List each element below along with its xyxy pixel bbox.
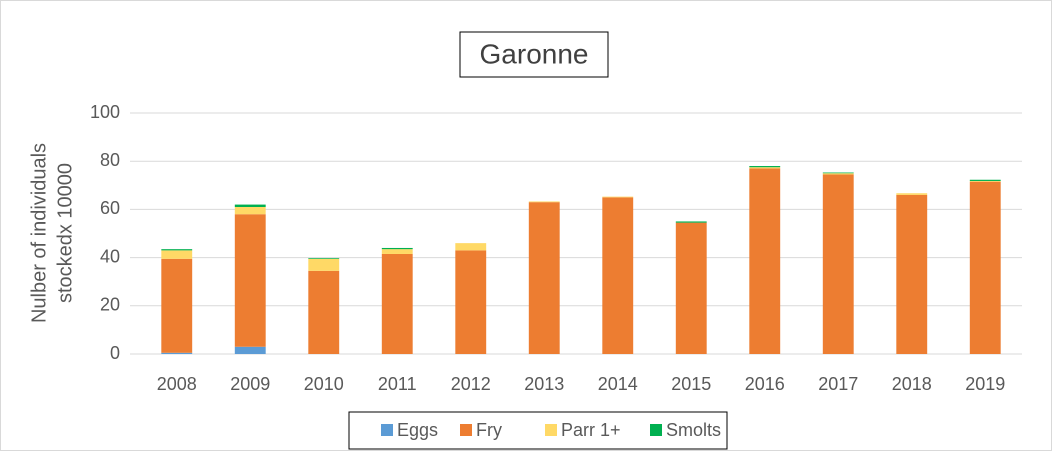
bar-segment — [749, 166, 781, 168]
bar-segment — [161, 258, 193, 353]
bar-segment — [161, 249, 193, 251]
bar-segment — [308, 270, 340, 354]
bar-segment — [749, 167, 781, 169]
bar-segment — [528, 201, 560, 203]
bar-segment — [896, 194, 928, 354]
bar-segment — [234, 214, 266, 347]
legend-label: Fry — [476, 420, 502, 440]
bar-segment — [234, 204, 266, 207]
bar-segment — [234, 346, 266, 354]
x-tick-label: 2016 — [745, 374, 785, 394]
y-tick-label: 80 — [100, 150, 120, 170]
legend-box — [348, 411, 728, 450]
x-tick-label: 2010 — [304, 374, 344, 394]
x-tick-label: 2012 — [451, 374, 491, 394]
bar-segment — [675, 221, 707, 223]
x-tick-label: 2019 — [965, 374, 1005, 394]
x-tick-label: 2009 — [230, 374, 270, 394]
legend-label: Smolts — [666, 420, 721, 440]
y-tick-label: 0 — [110, 343, 120, 363]
bar-segment — [381, 253, 413, 354]
x-tick-label: 2013 — [524, 374, 564, 394]
bar-segment — [308, 258, 340, 259]
bar-segment — [675, 222, 707, 354]
bar-segment — [381, 249, 413, 254]
legend-label: Eggs — [397, 420, 438, 440]
legend-label: Parr 1+ — [561, 420, 621, 440]
bar-segment — [749, 168, 781, 354]
x-tick-label: 2015 — [671, 374, 711, 394]
legend-swatch — [545, 424, 557, 436]
y-tick-label: 100 — [90, 102, 120, 122]
bar-segment — [602, 196, 634, 198]
y-tick-label: 40 — [100, 246, 120, 266]
bar-segment — [234, 206, 266, 215]
chart-title: Garonne — [480, 38, 589, 69]
bar-segment — [602, 197, 634, 354]
x-tick-label: 2008 — [157, 374, 197, 394]
y-axis-label: Nulber of individuals — [28, 143, 50, 323]
x-tick-label: 2017 — [818, 374, 858, 394]
bar-segment — [381, 247, 413, 250]
bar-segment — [308, 258, 340, 271]
bar-segment — [969, 179, 1001, 181]
bar-segment — [528, 202, 560, 354]
bar-segment — [161, 352, 193, 354]
y-tick-label: 60 — [100, 198, 120, 218]
y-tick-label: 20 — [100, 295, 120, 315]
x-tick-label: 2014 — [598, 374, 638, 394]
x-tick-label: 2018 — [892, 374, 932, 394]
x-tick-label: 2011 — [378, 374, 417, 394]
legend-swatch — [650, 424, 662, 436]
y-axis-label: stockedx 10000 — [54, 163, 76, 303]
bar-segment — [969, 181, 1001, 354]
bar-segment — [822, 172, 854, 174]
bar-segment — [896, 193, 928, 195]
title-box — [459, 31, 609, 78]
bar-segment — [455, 250, 487, 354]
bar-segment — [969, 180, 1001, 182]
legend-swatch — [460, 424, 472, 436]
bar-segment — [161, 250, 193, 259]
bar-segment — [822, 173, 854, 175]
legend-swatch — [381, 424, 393, 436]
bar-segment — [822, 174, 854, 354]
bar-segment — [455, 243, 487, 251]
